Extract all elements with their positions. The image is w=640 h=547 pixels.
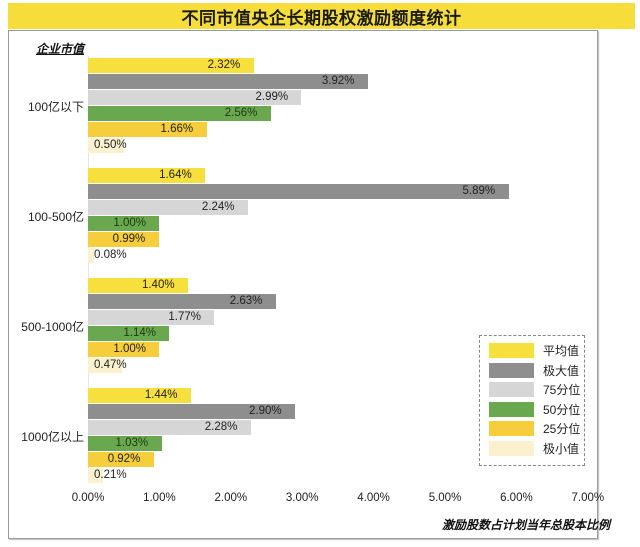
y-axis-line (88, 56, 89, 482)
legend: 平均值极大值 75分位 50分位 25分位极小值 (479, 335, 585, 466)
bar-value-label: 0.50% (94, 139, 127, 151)
bar (88, 184, 509, 199)
bar (88, 452, 154, 467)
category-label: 100-500亿 (27, 210, 84, 224)
bar-value-label: 2.24% (201, 201, 235, 213)
x-tick-label: 0.00% (71, 492, 105, 504)
bar-value-label: 0.08% (94, 249, 127, 261)
legend-item: 平均值 (489, 343, 579, 358)
bar (88, 106, 271, 121)
bar-value-label: 5.89% (462, 185, 496, 197)
legend-swatch (489, 362, 534, 378)
category-label: 1000亿以上 (21, 430, 84, 444)
bar-value-label: 0.99% (112, 233, 146, 245)
chart-title-bar: 不同市值央企长期股权激励额度统计 (8, 3, 635, 29)
legend-item: 50分位 (489, 401, 581, 417)
x-tick-label: 3.00% (285, 492, 319, 504)
bar (88, 404, 296, 419)
bar-value-label: 0.92% (107, 453, 141, 465)
bar-value-label: 1.64% (159, 169, 192, 181)
bar-value-label: 2.28% (204, 421, 238, 433)
bar (88, 122, 207, 137)
bar-value-label: 1.03% (115, 437, 149, 449)
legend-swatch (489, 401, 534, 417)
x-tick-label: 7.00% (571, 492, 605, 504)
x-tick-label: 4.00% (357, 492, 390, 504)
legend-swatch (489, 382, 534, 397)
bar-value-label: 3.92% (321, 75, 355, 87)
bar (88, 294, 276, 309)
legend-swatch (489, 440, 534, 456)
bar (88, 216, 160, 231)
x-tick-label: 2.00% (214, 492, 248, 504)
bar-value-label: 0.21% (94, 469, 127, 481)
bar-value-label: 2.56% (224, 107, 258, 119)
legend-label: 75分位 (543, 383, 581, 397)
legend-label: 25分位 (543, 422, 581, 436)
bar-value-label: 1.00% (113, 343, 146, 355)
bar-value-label: 1.00% (113, 217, 146, 229)
bar-value-label: 1.40% (141, 279, 175, 291)
bar (88, 342, 160, 357)
bar (88, 436, 162, 451)
bar-value-label: 1.14% (123, 327, 156, 339)
bar (88, 90, 302, 105)
bar-value-label: 2.90% (249, 405, 282, 417)
bar-value-label: 1.77% (168, 311, 201, 323)
bar (88, 168, 206, 183)
legend-label: 极大值 (543, 363, 580, 378)
category-label: 500-1000亿 (21, 320, 84, 334)
bar-value-label: 0.47% (94, 359, 127, 371)
legend-item: 25分位 (489, 421, 580, 436)
bar (88, 278, 188, 293)
x-axis-title: 激励股数占计划当年总股本比例 (441, 518, 610, 532)
legend-item: 极小值 (489, 440, 580, 456)
bar (88, 420, 251, 435)
x-tick-label: 6.00% (500, 492, 533, 504)
x-tick-label: 5.00% (428, 492, 462, 504)
chart-title: 不同市值央企长期股权激励额度统计 (181, 8, 462, 28)
legend-label: 50分位 (543, 402, 581, 417)
legend-swatch (489, 343, 534, 358)
legend-item: 75分位 (489, 382, 580, 397)
x-tick-label: 1.00% (143, 492, 176, 504)
bar-value-label: 2.32% (207, 59, 241, 71)
bar (88, 74, 368, 89)
legend-label: 平均值 (543, 344, 580, 358)
bar (88, 326, 170, 341)
bar-value-label: 2.63% (229, 295, 263, 307)
bar-value-label: 1.66% (160, 123, 194, 135)
bar-value-label: 2.99% (255, 91, 289, 103)
bar (88, 468, 103, 483)
bar (88, 138, 124, 153)
category-label: 100亿以下 (27, 100, 84, 114)
bar (88, 388, 191, 403)
bar-value-label: 1.44% (144, 389, 178, 401)
legend-swatch (489, 421, 534, 436)
bar (88, 248, 94, 263)
bar (88, 200, 248, 215)
legend-label: 极小值 (543, 441, 580, 456)
bar (88, 58, 254, 73)
legend-item: 极大值 (489, 362, 580, 378)
bar (88, 358, 122, 373)
bar (88, 310, 215, 325)
y-axis-title: 企业市值 (36, 42, 85, 56)
bar (88, 232, 159, 247)
